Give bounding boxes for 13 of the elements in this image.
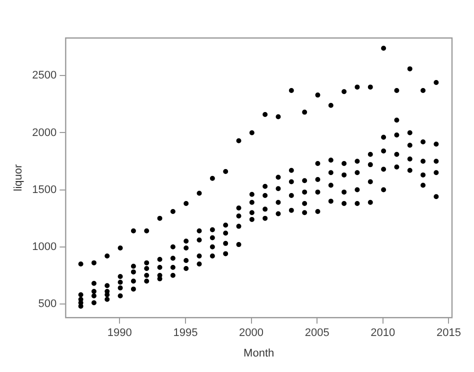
x-tick-label: 1990 <box>107 327 132 340</box>
y-tick-label: 1500 <box>32 184 57 196</box>
x-tick-label: 2010 <box>370 327 396 340</box>
y-tick-label: 1000 <box>32 240 57 253</box>
y-tick-label: 500 <box>38 298 57 310</box>
x-tick-label: 2015 <box>436 327 461 340</box>
y-tick-label: 2000 <box>32 126 57 139</box>
x-tick-label: 2005 <box>304 327 330 340</box>
x-tick-label: 2000 <box>239 327 264 340</box>
y-axis-title: liquor <box>12 164 25 192</box>
x-tick-label: 1995 <box>173 327 198 340</box>
y-tick-label: 2500 <box>32 70 57 82</box>
x-axis-title: Month <box>244 347 274 360</box>
